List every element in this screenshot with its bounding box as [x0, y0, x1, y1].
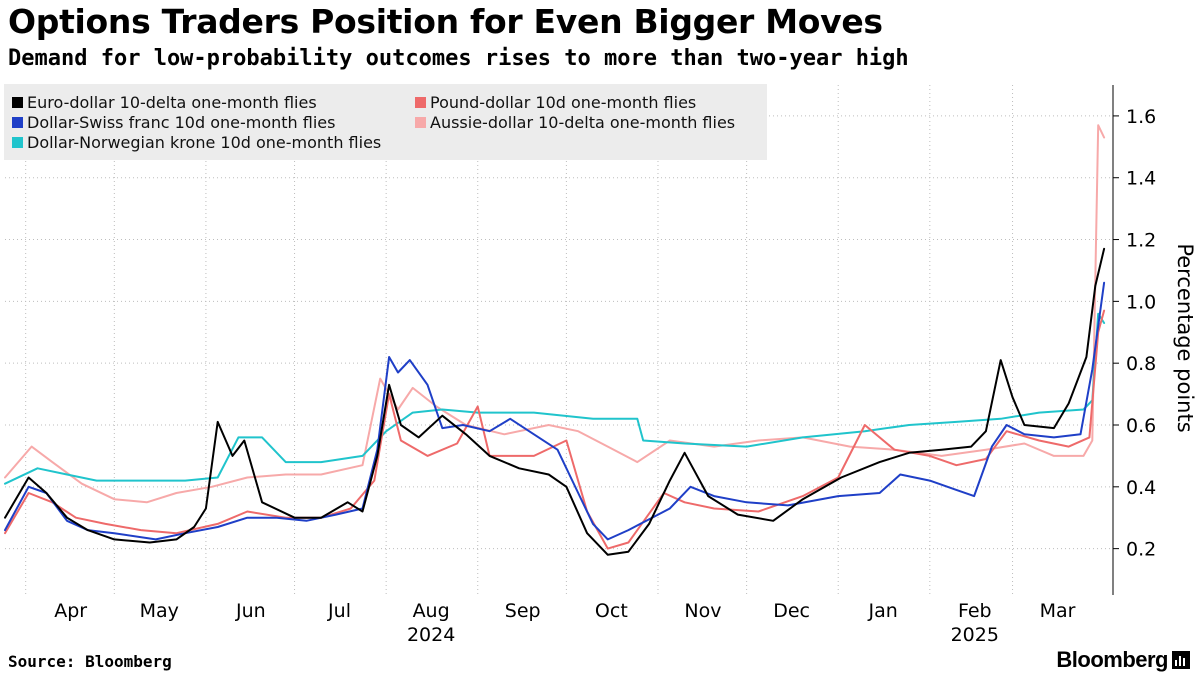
x-tick-label: Jun: [235, 600, 266, 622]
y-tick-label: 1.6: [1126, 106, 1156, 128]
x-year-label: 2025: [951, 624, 999, 646]
legend-item-dollar-swiss: Dollar-Swiss franc 10d one-month flies: [12, 114, 335, 132]
y-tick-label: 1.0: [1126, 291, 1156, 313]
y-tick-label: 1.4: [1126, 168, 1156, 190]
series-lines: [4, 124, 1106, 556]
legend-item-aussie-dollar: Aussie-dollar 10-delta one-month flies: [415, 114, 735, 132]
bloomberg-logo: Bloomberg: [1056, 647, 1190, 673]
legend-item-dollar-nok: Dollar-Norwegian krone 10d one-month fli…: [12, 134, 381, 152]
x-tick-label: Sep: [505, 600, 541, 622]
y-tick-label: 0.8: [1126, 353, 1156, 375]
y-tick-label: 0.4: [1126, 477, 1156, 499]
legend-swatch: [12, 137, 23, 148]
series-line-3: [4, 309, 1106, 550]
legend-item-pound-dollar: Pound-dollar 10d one-month flies: [415, 94, 696, 112]
legend-swatch: [12, 117, 23, 128]
x-tick-label: Feb: [958, 600, 992, 622]
chart-legend: Euro-dollar 10-delta one-month flies Dol…: [4, 84, 767, 160]
legend-label: Dollar-Norwegian krone 10d one-month fli…: [27, 133, 382, 152]
tick-labels: 0.2 0.4 0.6 0.8 1.0 1.2 1.4 1.6 Apr May Jun Jul Aug S…: [54, 106, 1156, 646]
legend-swatch: [12, 97, 23, 108]
x-tick-label: Aug: [413, 600, 450, 622]
x-tick-label: Mar: [1040, 600, 1076, 622]
legend-label: Dollar-Swiss franc 10d one-month flies: [27, 113, 336, 132]
y-axis: [1112, 85, 1119, 595]
grid-lines: [5, 85, 1113, 595]
legend-item-euro-dollar: Euro-dollar 10-delta one-month flies: [12, 94, 317, 112]
y-axis-label: Percentage points: [1173, 243, 1197, 433]
x-year-label: 2024: [407, 624, 455, 646]
source-note: Source: Bloomberg: [8, 652, 172, 671]
y-tick-label: 0.6: [1126, 415, 1156, 437]
series-line-2: [4, 312, 1106, 485]
x-tick-label: Nov: [684, 600, 721, 622]
y-tick-label: 1.2: [1126, 230, 1156, 252]
legend-swatch: [415, 117, 426, 128]
x-tick-label: Jul: [327, 600, 351, 622]
brand-name: Bloomberg: [1056, 647, 1168, 672]
x-tick-label: Oct: [595, 600, 628, 622]
x-tick-label: May: [140, 600, 179, 622]
chart-title: Options Traders Position for Even Bigger…: [8, 2, 883, 41]
legend-label: Euro-dollar 10-delta one-month flies: [27, 93, 317, 112]
x-tick-label: Jan: [868, 600, 898, 622]
legend-swatch: [415, 97, 426, 108]
chart-subtitle: Demand for low-probability outcomes rise…: [8, 46, 909, 71]
y-tick-label: 0.2: [1126, 539, 1156, 561]
bloomberg-terminal-icon: [1172, 651, 1190, 669]
legend-label: Aussie-dollar 10-delta one-month flies: [430, 113, 736, 132]
series-line-0: [4, 247, 1106, 556]
x-tick-label: Apr: [54, 600, 87, 622]
x-tick-label: Dec: [773, 600, 810, 622]
legend-label: Pound-dollar 10d one-month flies: [430, 93, 697, 112]
series-line-1: [4, 281, 1106, 541]
